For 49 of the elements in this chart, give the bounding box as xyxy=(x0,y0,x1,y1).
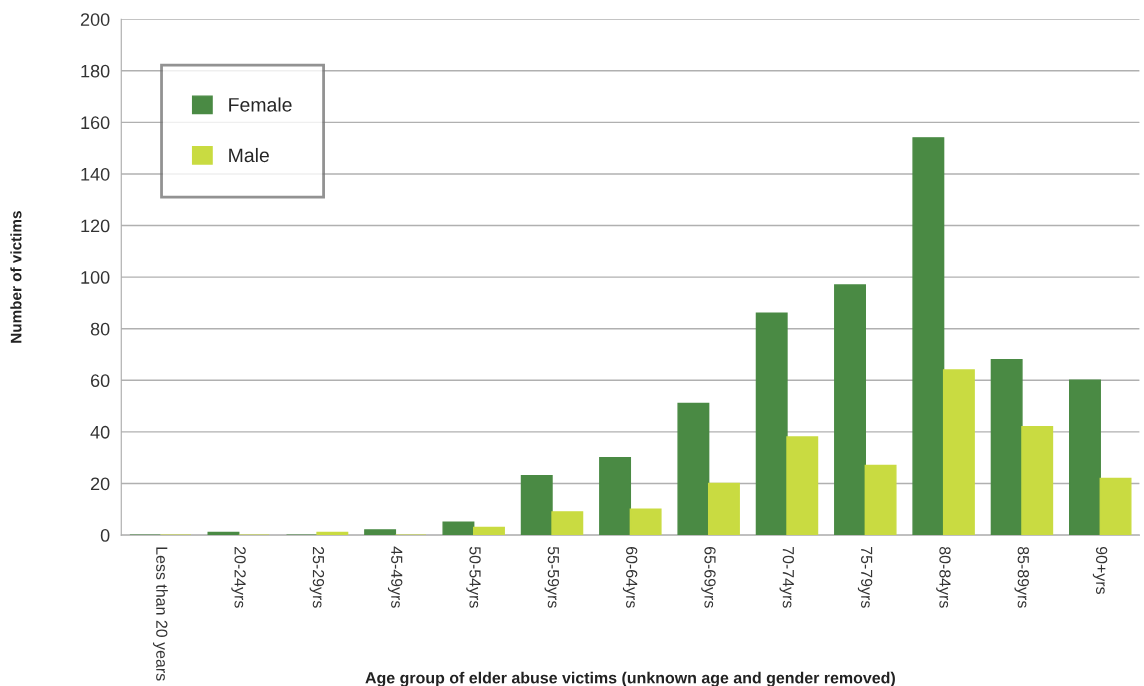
y-tick-label: 140 xyxy=(81,167,110,181)
bar xyxy=(834,284,866,536)
x-tick-label: Less than 20 years xyxy=(152,547,168,681)
bar xyxy=(942,369,975,536)
bar xyxy=(629,508,662,536)
y-tick-label: 120 xyxy=(81,219,110,233)
y-tick-label: 40 xyxy=(90,425,110,439)
y-tick-label: 80 xyxy=(90,322,110,336)
legend-label: Male xyxy=(229,147,269,163)
y-tick-label: 60 xyxy=(90,374,110,388)
bar xyxy=(442,521,475,536)
y-tick-label: 160 xyxy=(81,116,110,130)
bar xyxy=(786,436,819,536)
x-tick-label: 70-74yrs xyxy=(779,547,795,608)
bar xyxy=(1021,426,1054,536)
x-tick-label: 85-89yrs xyxy=(1014,546,1029,608)
bar xyxy=(912,137,945,536)
x-tick-label: 80-84yrs xyxy=(936,546,951,608)
x-tick-label: 45-49yrs xyxy=(387,546,403,608)
y-axis-title: Number of victims xyxy=(10,211,22,343)
y-tick-label: 100 xyxy=(81,271,110,284)
x-tick-label: 90+yrs xyxy=(1092,546,1108,594)
bar xyxy=(1099,477,1132,536)
bar xyxy=(207,531,240,536)
bar xyxy=(599,457,632,536)
x-tick-label: 20-24yrs xyxy=(231,546,246,608)
bar xyxy=(677,402,710,536)
x-tick-label: 65-69yrs xyxy=(701,547,716,608)
bar xyxy=(316,531,349,536)
bar xyxy=(755,312,788,536)
x-axis-title: Age group of elder abuse victims (unknown age and gender removed) xyxy=(365,671,895,686)
bar xyxy=(364,529,397,536)
x-tick-label: 50-54yrs xyxy=(466,546,481,608)
x-tick-label: 60-64yrs xyxy=(622,547,638,608)
x-tick-label: 25-29yrs xyxy=(309,546,325,608)
y-tick-label: 180 xyxy=(81,64,110,78)
bar xyxy=(864,464,897,536)
y-tick-label: 0 xyxy=(100,529,110,542)
y-tick-label: 200 xyxy=(80,13,110,26)
bar xyxy=(990,358,1023,536)
x-tick-label: 55-59yrs xyxy=(544,546,560,608)
bar xyxy=(520,475,553,536)
legend-label: Female xyxy=(229,97,292,112)
y-tick-label: 20 xyxy=(90,477,110,491)
bar xyxy=(551,511,584,536)
bar xyxy=(473,526,505,536)
bar xyxy=(707,482,740,536)
x-tick-label: 75-79yrs xyxy=(857,547,873,608)
bar xyxy=(1069,379,1101,536)
